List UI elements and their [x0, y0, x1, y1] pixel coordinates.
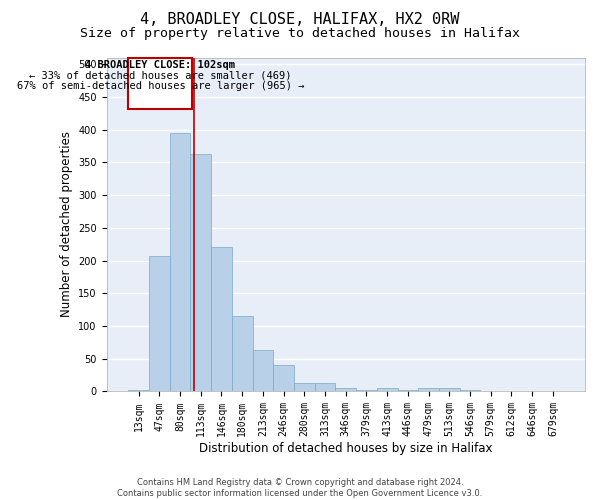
- Bar: [356, 390, 377, 392]
- Bar: [190, 154, 211, 392]
- Text: 4, BROADLEY CLOSE, HALIFAX, HX2 0RW: 4, BROADLEY CLOSE, HALIFAX, HX2 0RW: [140, 12, 460, 28]
- Bar: [335, 388, 356, 392]
- Bar: [128, 58, 192, 108]
- Bar: [211, 247, 232, 392]
- Bar: [439, 388, 460, 392]
- Bar: [398, 390, 418, 392]
- Text: 67% of semi-detached houses are larger (965) →: 67% of semi-detached houses are larger (…: [17, 81, 304, 91]
- Bar: [542, 391, 563, 392]
- Bar: [128, 390, 149, 392]
- Bar: [253, 350, 273, 392]
- Bar: [377, 388, 398, 392]
- Text: ← 33% of detached houses are smaller (469): ← 33% of detached houses are smaller (46…: [29, 70, 292, 81]
- Bar: [273, 364, 294, 392]
- Y-axis label: Number of detached properties: Number of detached properties: [59, 132, 73, 318]
- X-axis label: Distribution of detached houses by size in Halifax: Distribution of detached houses by size …: [199, 442, 493, 455]
- Text: Contains HM Land Registry data © Crown copyright and database right 2024.
Contai: Contains HM Land Registry data © Crown c…: [118, 478, 482, 498]
- Bar: [294, 383, 315, 392]
- Bar: [170, 133, 190, 392]
- Text: 4 BROADLEY CLOSE: 102sqm: 4 BROADLEY CLOSE: 102sqm: [85, 60, 235, 70]
- Bar: [232, 316, 253, 392]
- Bar: [522, 391, 542, 392]
- Bar: [315, 383, 335, 392]
- Text: Size of property relative to detached houses in Halifax: Size of property relative to detached ho…: [80, 28, 520, 40]
- Bar: [149, 256, 170, 392]
- Bar: [418, 388, 439, 392]
- Bar: [460, 390, 481, 392]
- Bar: [501, 391, 522, 392]
- Bar: [481, 391, 501, 392]
